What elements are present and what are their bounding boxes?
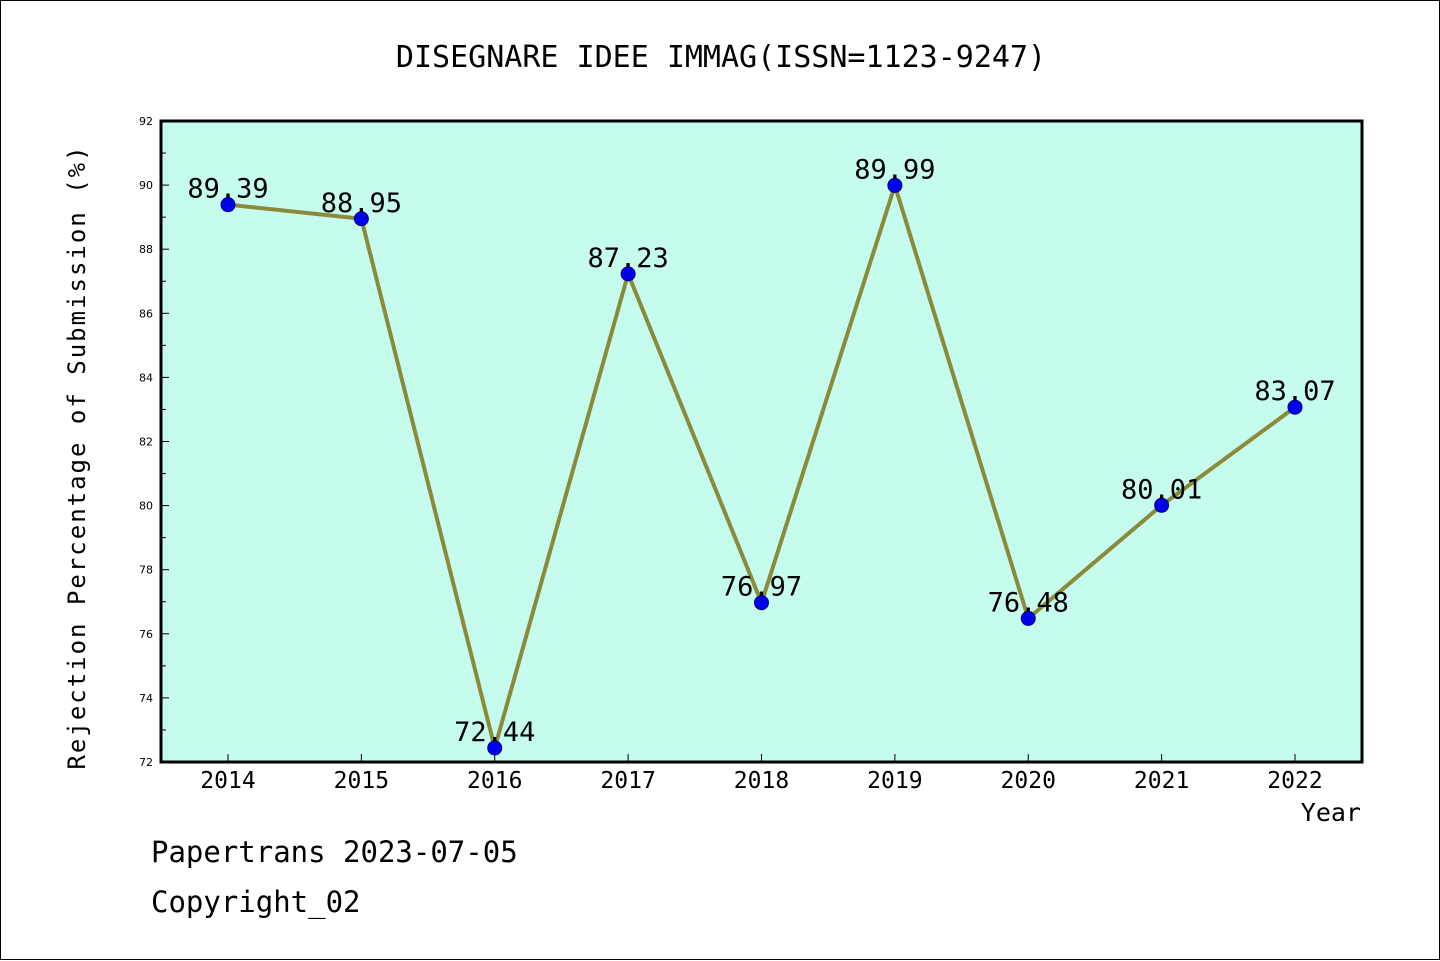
y-tick-label: 84 xyxy=(139,371,153,384)
data-label: 88.95 xyxy=(321,188,402,219)
x-tick-label: 2017 xyxy=(600,768,655,794)
data-point xyxy=(1154,497,1170,513)
y-tick-label: 72 xyxy=(139,756,153,769)
x-axis-ticks: 2014 2015 2016 2017 2018 2019 2020 2021 2022 xyxy=(200,754,1323,794)
data-point xyxy=(1287,399,1303,415)
footer-copyright: Copyright_02 xyxy=(151,885,361,919)
y-tick-label: 90 xyxy=(139,179,153,192)
footer-date: Papertrans 2023-07-05 xyxy=(151,835,518,869)
y-tick-label: 86 xyxy=(139,307,153,320)
y-tick-label: 88 xyxy=(139,243,153,256)
data-point xyxy=(353,211,369,227)
x-tick-label: 2019 xyxy=(867,768,922,794)
chart-title: DISEGNARE IDEE IMMAG(ISSN=1123-9247) xyxy=(396,40,1046,75)
x-tick-label: 2014 xyxy=(200,768,255,794)
data-point xyxy=(487,740,503,756)
plot-border xyxy=(159,119,1364,764)
data-label: 72.44 xyxy=(454,717,535,748)
x-tick-label: 2020 xyxy=(1001,768,1056,794)
data-label: 76.48 xyxy=(988,587,1069,618)
y-axis-ticks: 72 74 76 78 80 82 84 86 88 90 92 xyxy=(139,115,169,769)
y-axis-label: Rejection Percentage of Submission (%) xyxy=(63,144,91,769)
data-point xyxy=(1020,610,1036,626)
x-tick-label: 2016 xyxy=(467,768,522,794)
plot-area xyxy=(161,121,1362,762)
y-tick-label: 80 xyxy=(139,500,153,513)
data-label: 76.97 xyxy=(721,572,802,603)
x-tick-label: 2021 xyxy=(1134,768,1189,794)
y-tick-label: 92 xyxy=(139,115,153,128)
x-tick-label: 2018 xyxy=(734,768,789,794)
x-axis-label: Year xyxy=(1301,798,1361,827)
x-tick-label: 2015 xyxy=(334,768,389,794)
data-label: 83.07 xyxy=(1254,376,1335,407)
data-label: 87.23 xyxy=(587,243,668,274)
data-label: 89.99 xyxy=(854,154,935,185)
data-label: 80.01 xyxy=(1121,474,1202,505)
y-tick-label: 74 xyxy=(139,692,153,705)
y-tick-label: 78 xyxy=(139,564,153,577)
y-tick-label: 82 xyxy=(139,436,153,449)
data-label: 89.39 xyxy=(187,174,268,205)
x-tick-label: 2022 xyxy=(1267,768,1322,794)
data-point xyxy=(887,177,903,193)
data-point xyxy=(620,266,636,282)
y-tick-label: 76 xyxy=(139,628,153,641)
data-point xyxy=(754,595,769,611)
data-point xyxy=(220,197,236,213)
data-labels-group: 89.39 88.95 72.44 87.23 76.97 89.99 76.48 80.01… xyxy=(187,154,1335,747)
data-points-group xyxy=(220,177,1303,756)
